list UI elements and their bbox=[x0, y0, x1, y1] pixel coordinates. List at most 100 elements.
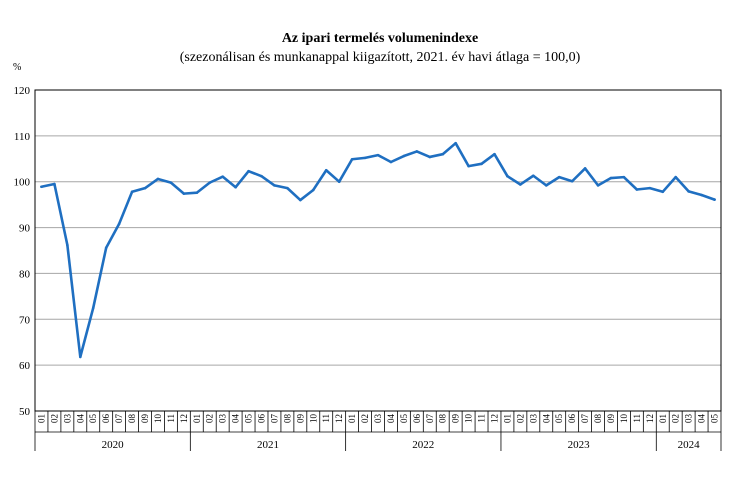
data-point bbox=[557, 175, 561, 179]
data-point bbox=[493, 152, 496, 156]
x-tick-label-month: 11 bbox=[166, 414, 176, 423]
data-point bbox=[583, 167, 587, 170]
data-point bbox=[389, 160, 393, 164]
y-tick-label-110: 110 bbox=[14, 131, 31, 143]
x-tick-label-month: 01 bbox=[502, 414, 512, 423]
x-tick-label-month: 04 bbox=[541, 414, 551, 424]
x-tick-label-month: 07 bbox=[580, 414, 590, 424]
data-point bbox=[273, 184, 276, 187]
data-point bbox=[79, 355, 82, 359]
data-point bbox=[661, 190, 665, 194]
x-year-label-2024: 2024 bbox=[678, 439, 701, 451]
data-point bbox=[363, 156, 367, 160]
y-tick-label-50: 50 bbox=[19, 406, 31, 418]
x-tick-label-month: 02 bbox=[515, 414, 525, 423]
data-point bbox=[544, 184, 548, 187]
chart-title: Az ipari termelés volumenindexe bbox=[281, 31, 479, 46]
x-tick-label-month: 01 bbox=[658, 414, 668, 423]
data-point bbox=[104, 246, 108, 250]
x-tick-label-month: 01 bbox=[347, 414, 357, 423]
x-tick-label-month: 06 bbox=[567, 414, 577, 424]
y-axis-unit-label: % bbox=[13, 62, 22, 73]
data-point bbox=[402, 154, 406, 158]
data-point bbox=[234, 185, 237, 189]
data-point bbox=[260, 174, 263, 178]
data-point bbox=[596, 184, 600, 187]
data-point bbox=[350, 157, 354, 161]
x-tick-label-month: 07 bbox=[269, 414, 279, 424]
data-point bbox=[53, 182, 56, 186]
x-tick-label-month: 03 bbox=[528, 414, 538, 424]
data-point bbox=[286, 186, 289, 190]
y-axis-ticks: 50 60 70 80 90 100 110 120 bbox=[14, 85, 31, 418]
data-point bbox=[311, 188, 315, 192]
x-tick-label-month: 05 bbox=[244, 414, 254, 424]
series-line-group bbox=[40, 141, 716, 359]
x-tick-label-month: 05 bbox=[399, 414, 409, 424]
x-tick-label-month: 03 bbox=[218, 414, 228, 424]
x-tick-label-month: 05 bbox=[88, 414, 98, 424]
plot-area-border bbox=[34, 89, 722, 412]
y-tick-label-80: 80 bbox=[19, 268, 31, 280]
y-tick-label-70: 70 bbox=[19, 314, 31, 326]
x-tick-label-month: 05 bbox=[710, 414, 720, 424]
x-tick-label-month: 09 bbox=[140, 414, 150, 424]
x-tick-label-month: 04 bbox=[697, 414, 707, 424]
data-point bbox=[247, 169, 250, 173]
data-point bbox=[324, 168, 328, 172]
x-tick-label-month: 07 bbox=[114, 414, 124, 424]
x-tick-label-month: 09 bbox=[295, 414, 305, 424]
data-point bbox=[130, 190, 134, 194]
x-tick-label-month: 08 bbox=[282, 414, 292, 424]
x-tick-label-month: 05 bbox=[554, 414, 564, 424]
y-tick-label-90: 90 bbox=[19, 223, 31, 235]
data-point bbox=[532, 174, 535, 178]
x-tick-label-month: 03 bbox=[684, 414, 694, 424]
x-tick-label-month: 03 bbox=[62, 414, 72, 424]
x-tick-label-month: 12 bbox=[489, 414, 499, 423]
data-point bbox=[221, 175, 224, 178]
data-point bbox=[519, 183, 522, 186]
x-tick-label-month: 08 bbox=[127, 414, 137, 424]
x-tick-label-month: 02 bbox=[49, 414, 59, 423]
x-tick-label-month: 02 bbox=[360, 414, 370, 423]
x-tick-label-month: 06 bbox=[257, 414, 267, 424]
data-point bbox=[337, 180, 341, 184]
data-point bbox=[143, 186, 147, 190]
x-tick-label-month: 10 bbox=[619, 414, 629, 424]
data-point bbox=[648, 186, 652, 190]
x-year-label-2020: 2020 bbox=[102, 439, 125, 451]
data-point bbox=[570, 179, 574, 183]
gridlines bbox=[35, 135, 721, 366]
data-point bbox=[635, 188, 639, 191]
data-point bbox=[66, 243, 69, 247]
x-tick-label-month: 01 bbox=[192, 414, 202, 423]
x-tick-label-month: 02 bbox=[205, 414, 215, 423]
x-tick-label-month: 04 bbox=[75, 414, 85, 424]
x-year-label-2023: 2023 bbox=[568, 439, 591, 451]
x-tick-label-month: 09 bbox=[606, 414, 616, 424]
x-year-label-2021: 2021 bbox=[257, 439, 279, 451]
data-point bbox=[700, 193, 703, 197]
x-tick-label-month: 07 bbox=[425, 414, 435, 424]
x-tick-label-month: 06 bbox=[101, 414, 111, 424]
y-tick-label-100: 100 bbox=[14, 177, 31, 189]
x-tick-label-month: 06 bbox=[412, 414, 422, 424]
data-point bbox=[169, 181, 173, 184]
x-tick-label-month: 04 bbox=[386, 414, 396, 424]
data-point bbox=[713, 198, 716, 201]
data-point bbox=[454, 141, 457, 145]
x-tick-label-month: 12 bbox=[334, 414, 344, 423]
data-point bbox=[428, 155, 432, 159]
x-tick-label-month: 10 bbox=[308, 414, 318, 424]
chart-subtitle: (szezonálisan és munkanappal kiigazított… bbox=[179, 50, 581, 65]
x-tick-label-month: 12 bbox=[179, 414, 189, 423]
x-axis: 01 02 03 04 05 06 07 08 09 10 11 12 01 02 03 04 05 06 07 08… bbox=[34, 411, 722, 451]
x-tick-label-month: 10 bbox=[464, 414, 474, 424]
x-tick-label-month: 12 bbox=[645, 414, 655, 423]
x-tick-label-month: 11 bbox=[477, 414, 487, 423]
data-point bbox=[441, 152, 445, 156]
x-tick-label-month: 03 bbox=[373, 414, 383, 424]
x-tick-label-month: 11 bbox=[321, 414, 331, 423]
y-tick-label-60: 60 bbox=[19, 360, 31, 372]
